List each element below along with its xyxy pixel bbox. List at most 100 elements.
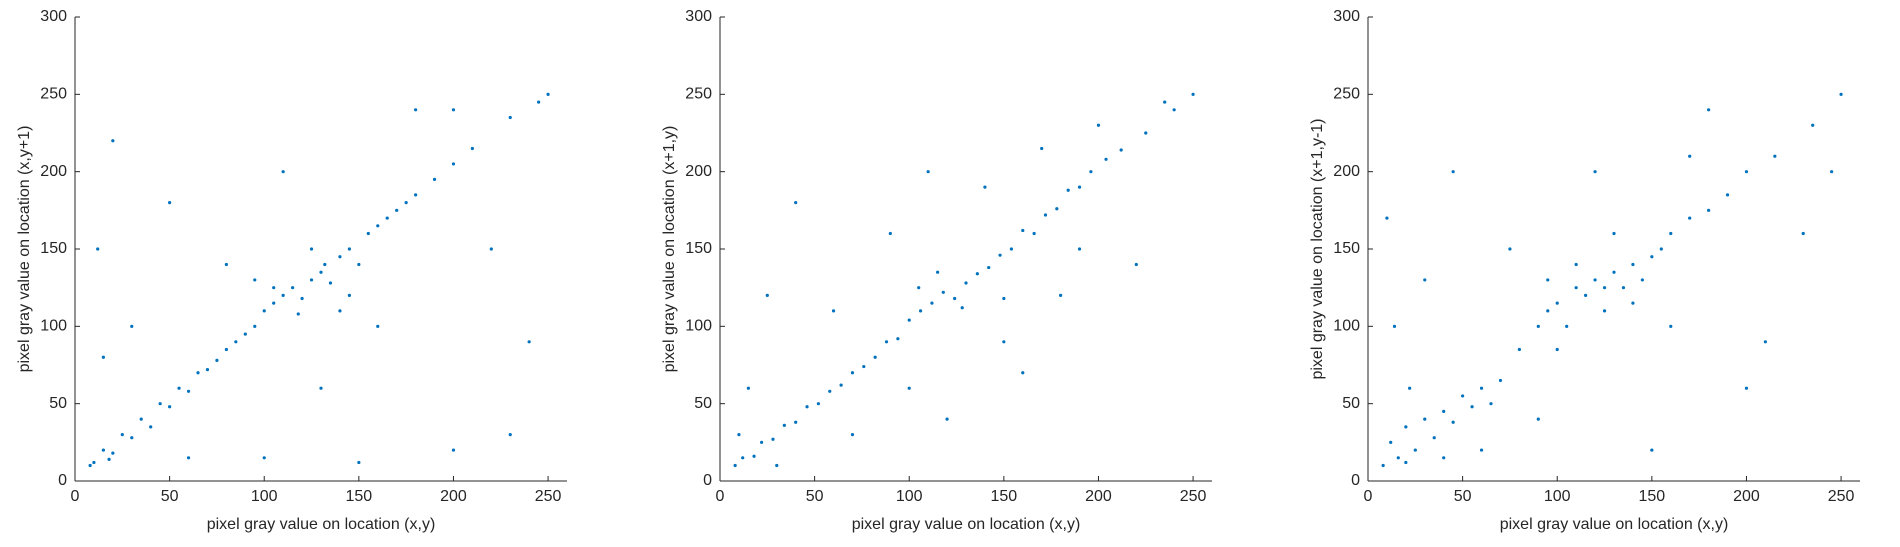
point <box>1479 448 1484 452</box>
point <box>998 253 1002 257</box>
point <box>1077 247 1082 251</box>
point <box>376 324 380 328</box>
point <box>1423 278 1427 282</box>
point <box>752 454 756 458</box>
point <box>205 368 210 372</box>
point <box>850 371 855 375</box>
x-tick-label: 150 <box>1638 488 1665 505</box>
point <box>508 433 512 437</box>
point <box>1640 278 1644 282</box>
x-tick-label: 0 <box>716 488 725 505</box>
y-tick-label: 250 <box>1333 86 1360 103</box>
point <box>1773 154 1777 158</box>
point <box>839 383 843 387</box>
point <box>1602 286 1607 290</box>
point <box>1669 324 1673 328</box>
point <box>1574 262 1578 267</box>
x-tick-label: 100 <box>1544 488 1571 505</box>
point <box>527 340 531 344</box>
x-tick-label: 50 <box>1454 488 1472 505</box>
point <box>1707 208 1711 212</box>
point <box>1669 231 1673 236</box>
y-tick-label: 150 <box>1333 240 1360 257</box>
point <box>782 423 786 427</box>
y-tick-label: 150 <box>685 240 712 257</box>
point <box>1612 270 1616 274</box>
point <box>1461 394 1465 398</box>
point <box>1555 301 1559 305</box>
point <box>281 293 285 297</box>
point <box>1040 146 1044 151</box>
x-tick-label: 150 <box>990 488 1017 505</box>
y-tick-label: 300 <box>1333 8 1360 25</box>
point <box>926 170 930 174</box>
point <box>1839 92 1843 96</box>
point <box>1055 207 1059 211</box>
x-tick-label: 250 <box>1828 488 1855 505</box>
y-tick-label: 250 <box>40 86 67 103</box>
point <box>1650 255 1654 259</box>
point <box>1066 188 1070 192</box>
point <box>1631 262 1635 267</box>
point <box>196 371 200 375</box>
point <box>794 420 798 424</box>
point <box>1104 157 1108 161</box>
point <box>101 448 105 452</box>
point <box>262 309 266 313</box>
point <box>291 286 295 290</box>
x-tick-label: 0 <box>1364 488 1373 505</box>
scatter-plot: 0 50 100 150 200 250 0 50 100 150 200 250 300 pixel g… <box>661 8 1212 533</box>
point <box>816 402 821 406</box>
point <box>101 355 105 359</box>
x-tick-label: 0 <box>71 488 80 505</box>
point <box>1574 286 1578 290</box>
point <box>1172 108 1176 112</box>
point <box>224 262 228 267</box>
point <box>1489 402 1493 406</box>
point <box>168 201 172 205</box>
point <box>224 347 228 352</box>
y-tick-label: 100 <box>40 318 67 335</box>
point <box>262 456 266 460</box>
point <box>1584 293 1588 297</box>
point <box>328 281 333 285</box>
point <box>186 389 191 393</box>
point <box>243 332 247 336</box>
point <box>107 457 111 461</box>
point <box>741 456 745 460</box>
point <box>347 293 351 297</box>
point <box>149 425 153 429</box>
point <box>930 301 934 305</box>
x-tick-label: 250 <box>1180 488 1207 505</box>
point <box>1725 193 1730 197</box>
point <box>395 208 399 212</box>
point <box>357 460 361 465</box>
point <box>385 216 389 220</box>
point <box>451 162 456 166</box>
point <box>1688 216 1692 220</box>
point <box>873 355 877 359</box>
point <box>414 193 418 197</box>
point <box>983 185 987 189</box>
point <box>1763 340 1767 344</box>
point <box>1423 417 1427 421</box>
point <box>130 436 134 440</box>
point <box>1392 324 1397 328</box>
point <box>272 301 276 305</box>
y-tick-label: 50 <box>49 395 67 412</box>
point <box>139 417 143 421</box>
point <box>253 278 257 282</box>
point <box>975 272 979 276</box>
point <box>1089 170 1093 174</box>
point <box>964 281 968 285</box>
point <box>1451 170 1455 174</box>
point <box>451 108 456 112</box>
point <box>272 286 276 290</box>
point <box>88 463 92 468</box>
point <box>737 433 741 437</box>
point <box>1470 405 1474 409</box>
scatter-plot: 0 50 100 150 200 250 0 50 100 150 200 250 300 pixel g… <box>16 8 567 533</box>
point <box>794 201 798 205</box>
point <box>1408 386 1412 390</box>
